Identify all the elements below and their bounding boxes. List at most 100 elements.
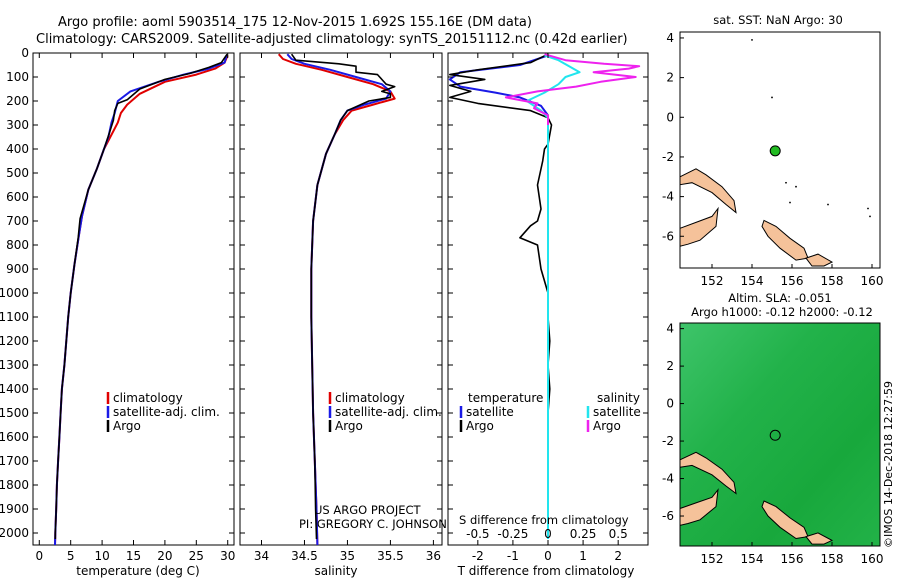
y-tick-label: 1400 <box>0 382 29 396</box>
temperature-legend-label: Argo <box>113 419 141 433</box>
diff-legend-left-title: temperature <box>468 391 543 405</box>
sla_map-land-2 <box>761 500 809 540</box>
sst-map-panel: sat. SST: NaN Argo: 30 152 154 156 158 160 4 2… <box>662 13 883 288</box>
s-difference-axis-label: S difference from climatology <box>459 513 629 527</box>
sst_map-land-2 <box>761 219 809 261</box>
temperature-xlabel: temperature (deg C) <box>76 564 199 578</box>
map-y-tick-label: -6 <box>662 229 674 243</box>
y-tick-label: 1300 <box>0 358 29 372</box>
y-tick-label: 400 <box>6 142 29 156</box>
y-tick-label: 500 <box>6 166 29 180</box>
y-tick-label: 1100 <box>0 310 29 324</box>
x-tick-label: 10 <box>94 549 109 563</box>
sst_map-islet <box>869 215 871 218</box>
sla_map-land-1 <box>679 451 737 495</box>
series-line-temperature-2 <box>54 53 228 539</box>
pi-annotation: PI: GREGORY C. JOHNSON <box>299 517 447 531</box>
top-x-tick-label: -0.5 <box>466 527 489 541</box>
map-x-tick-label: 160 <box>861 274 884 288</box>
x-tick-label: 35 <box>340 549 355 563</box>
x-tick-label: 35.5 <box>377 549 404 563</box>
y-tick-label: 100 <box>6 70 29 84</box>
sst_map-islet <box>785 181 787 184</box>
sst_map-station-marker <box>769 145 781 157</box>
map-y-tick-label: -2 <box>662 434 674 448</box>
x-tick-label: 2 <box>614 549 622 563</box>
sst_map-land-0 <box>679 206 719 247</box>
y-tick-label: 1000 <box>0 286 29 300</box>
copyright-stamp: ©IMOS 14-Dec-2018 12:27:59 <box>882 381 895 548</box>
map-x-tick-label: 156 <box>781 274 804 288</box>
series-line-differences-2 <box>525 54 581 539</box>
temperature-plot-frame <box>32 52 235 546</box>
map-x-tick-label: 154 <box>741 274 764 288</box>
x-tick-label: 1 <box>579 549 587 563</box>
y-tick-label: 2000 <box>0 526 29 540</box>
map-y-tick-label: 0 <box>666 397 674 411</box>
map-x-tick-label: 152 <box>701 274 724 288</box>
map-y-tick-label: 2 <box>666 71 674 85</box>
y-tick-label: 1200 <box>0 334 29 348</box>
sst_map-islet <box>771 96 773 99</box>
map-x-tick-label: 152 <box>701 552 724 566</box>
map-y-tick-label: 2 <box>666 359 674 373</box>
sst_map-islet <box>867 207 869 210</box>
x-tick-label: -2 <box>472 549 484 563</box>
salinity-legend-label: Argo <box>335 419 363 433</box>
map-y-tick-label: -4 <box>662 472 674 486</box>
map-y-tick-label: -2 <box>662 150 674 164</box>
salinity-legend-label: satellite-adj. clim. <box>335 405 442 419</box>
y-tick-label: 200 <box>6 94 29 108</box>
map-y-tick-label: 4 <box>666 31 674 45</box>
top-x-tick-label: 0.25 <box>570 527 597 541</box>
x-tick-label: -1 <box>507 549 519 563</box>
sst_map-islet <box>789 201 791 204</box>
temperature-panel: 0 5 10 15 20 25 300100200300400500600700800900… <box>0 46 235 578</box>
x-tick-label: 0 <box>544 549 552 563</box>
map-y-tick-label: -4 <box>662 190 674 204</box>
salinity-legend-label: climatology <box>335 391 405 405</box>
figure-title-line1: Argo profile: aoml 5903514_175 12-Nov-20… <box>58 15 532 30</box>
top-x-tick-label: 0 <box>544 527 552 541</box>
sla-map-title-line1: Altim. SLA: -0.051 <box>728 291 832 305</box>
y-tick-label: 1600 <box>0 430 29 444</box>
x-tick-label: 36 <box>426 549 441 563</box>
y-tick-label: 700 <box>6 214 29 228</box>
x-tick-label: 34.5 <box>291 549 318 563</box>
salinity-xlabel: salinity <box>314 564 357 578</box>
map-y-tick-label: -6 <box>662 509 674 523</box>
figure-title-line2: Climatology: CARS2009. Satellite-adjuste… <box>36 32 628 47</box>
x-tick-label: 15 <box>126 549 141 563</box>
diff-legend-right-label: satellite <box>593 405 641 419</box>
y-tick-label: 800 <box>6 238 29 252</box>
sst_map-land-3 <box>805 253 834 267</box>
temperature-legend-label: satellite-adj. clim. <box>113 405 220 419</box>
sla-map-title-line2: Argo h1000: -0.12 h2000: -0.12 <box>691 305 873 319</box>
x-tick-label: 25 <box>189 549 204 563</box>
sla-map-panel: Altim. SLA: -0.051 Argo h1000: -0.12 h20… <box>662 291 883 566</box>
y-tick-label: 600 <box>6 190 29 204</box>
map-y-tick-label: 4 <box>666 322 674 336</box>
map-y-tick-label: 0 <box>666 110 674 124</box>
y-tick-label: 1700 <box>0 454 29 468</box>
sst_map-islet <box>795 185 797 188</box>
top-x-tick-label: -0.25 <box>497 527 528 541</box>
map-x-tick-label: 156 <box>781 552 804 566</box>
diff-legend-right-title: salinity <box>597 391 640 405</box>
map-x-tick-label: 158 <box>821 274 844 288</box>
sst_map-islet <box>827 203 829 206</box>
x-tick-label: 34 <box>254 549 269 563</box>
sla_map-land-3 <box>805 532 834 545</box>
series-line-salinity-2 <box>290 53 396 540</box>
salinity-panel: 34 34.5 35 35.5 36 salinity US ARGO PROJECT … <box>239 52 447 578</box>
x-tick-label: 30 <box>220 549 235 563</box>
sst_map-land-1 <box>679 168 737 214</box>
diff-legend-left-label: satellite <box>466 405 514 419</box>
sst_map-islet <box>751 39 753 41</box>
salinity-plot-frame <box>239 52 443 546</box>
x-tick-label: 0 <box>35 549 43 563</box>
difference-panel: -2 -1 0 1 2 -0.5 -0.25 0 0.25 0.5 T difference fr… <box>447 52 649 578</box>
y-tick-label: 300 <box>6 118 29 132</box>
y-tick-label: 1900 <box>0 502 29 516</box>
